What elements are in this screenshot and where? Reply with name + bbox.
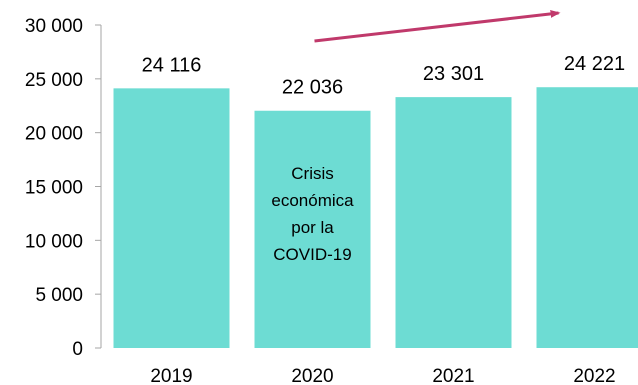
bar-2019 (113, 88, 230, 348)
y-tick-label: 10 000 (25, 231, 83, 252)
x-tick-label-2022: 2022 (573, 366, 615, 385)
trend-arrow (314, 9, 561, 43)
data-label-2020: 22 036 (282, 77, 343, 99)
x-tick-label-2021: 2021 (432, 366, 474, 385)
y-tick-label: 0 (72, 339, 83, 360)
data-label-2021: 23 301 (423, 63, 484, 85)
axes: 0 5 000 10 000 15 000 20 000 25 000 30 000 (25, 16, 102, 360)
bar-2020 (254, 110, 371, 349)
y-tick-label: 5 000 (35, 285, 83, 306)
bar-2021 (395, 97, 512, 348)
data-label-2022: 24 221 (564, 53, 625, 75)
y-tick-label: 30 000 (25, 16, 83, 37)
annotation: Crisis económica por la COVID-19 (271, 9, 561, 264)
y-tick-label: 15 000 (25, 178, 83, 199)
x-tick-label-2020: 2020 (291, 366, 333, 385)
y-tick-label: 25 000 (25, 70, 83, 91)
x-tick-label-2019: 2019 (150, 366, 192, 385)
annotation-text: Crisis económica por la COVID-19 (271, 164, 354, 264)
bar-2022 (536, 87, 638, 348)
y-tick-label: 20 000 (25, 124, 83, 145)
bars (113, 87, 638, 349)
data-labels: 24 116 2019 22 036 2020 23 301 2021 24 221 2022 (142, 53, 625, 385)
data-label-2019: 24 116 (142, 54, 202, 76)
